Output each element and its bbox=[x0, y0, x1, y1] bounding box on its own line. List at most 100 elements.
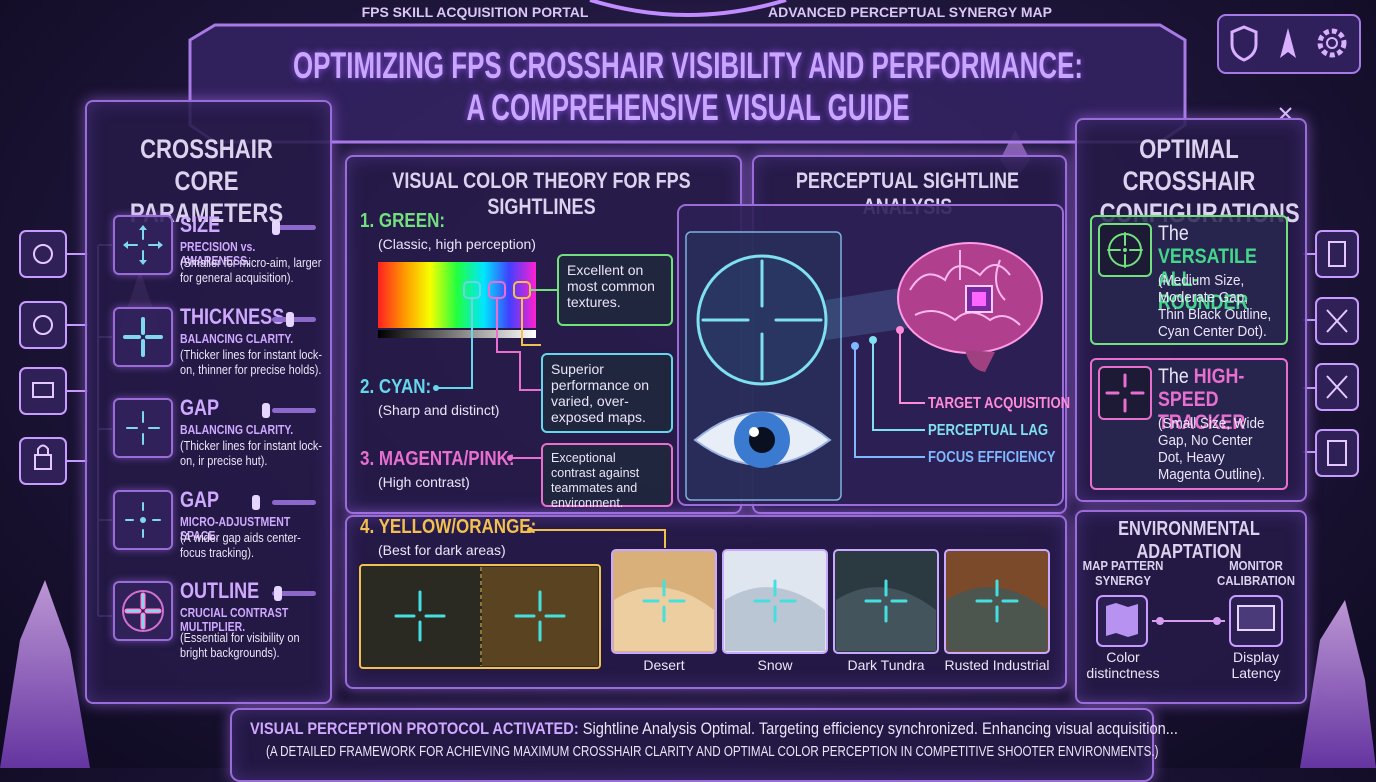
center-dot bbox=[140, 516, 146, 523]
crosshair bbox=[126, 411, 160, 445]
param-note: (Thicker lines for instant lock-on, ir p… bbox=[180, 438, 323, 468]
slider-track bbox=[272, 316, 316, 322]
framework-line: (A DETAILED FRAMEWORK FOR ACHIEVING MAXI… bbox=[266, 744, 1159, 760]
portal-label: FPS SKILL ACQUISITION PORTAL bbox=[361, 4, 589, 20]
param-glyph bbox=[125, 501, 161, 538]
callout: Superior performance on varied, over-exp… bbox=[541, 353, 673, 433]
environment-thumb bbox=[833, 549, 939, 654]
param-glyph bbox=[126, 411, 160, 445]
param-name: GAP bbox=[180, 486, 220, 512]
crystal bbox=[1300, 600, 1376, 768]
panel-title: ENVIRONMENTAL ADAPTATION bbox=[1118, 518, 1260, 563]
crosshair bbox=[394, 590, 446, 642]
status-text: Sightline Analysis Optimal. Targeting ef… bbox=[582, 719, 1178, 738]
monitor-icon bbox=[1229, 595, 1283, 647]
environment-thumb bbox=[944, 549, 1050, 654]
rank-icon[interactable] bbox=[1280, 28, 1296, 58]
config-title: The HIGH-SPEED TRACKER bbox=[1158, 365, 1269, 434]
color-label: 4. YELLOW/ORANGE: bbox=[360, 516, 537, 538]
crosshair bbox=[125, 501, 161, 538]
color-label: 2. CYAN: bbox=[360, 376, 432, 398]
center-dot bbox=[1123, 248, 1127, 252]
link-node bbox=[1156, 617, 1164, 625]
brain bbox=[897, 242, 1043, 372]
monitor-glyph bbox=[1237, 605, 1275, 631]
param-glyph bbox=[123, 316, 163, 357]
terrain bbox=[725, 587, 825, 651]
luminance-bar bbox=[378, 330, 536, 338]
status-line: VISUAL PERCEPTION PROTOCOL ACTIVATED: Si… bbox=[250, 719, 1213, 739]
terrain bbox=[947, 587, 1047, 651]
crosshair bbox=[126, 594, 160, 628]
param-name: GAP bbox=[180, 395, 220, 420]
environment-thumb bbox=[611, 549, 717, 654]
adaptation-label: MONITOR CALIBRATION bbox=[1217, 558, 1295, 588]
panel-title: VISUAL COLOR THEORY FOR FPS SIGHTLINES bbox=[392, 168, 691, 219]
config-title: The VERSATILE ALL-ROUNDER bbox=[1158, 222, 1269, 314]
param-subtitle: CRUCIAL CONTRAST MULTIPLIER. bbox=[180, 606, 289, 634]
crosshair bbox=[1105, 373, 1145, 413]
close-icon[interactable] bbox=[1279, 107, 1292, 120]
metric-label: FOCUS EFFICIENCY bbox=[928, 449, 1056, 466]
metric-label: TARGET ACQUISITION bbox=[928, 395, 1071, 412]
slider-knob bbox=[272, 220, 280, 235]
slider-track bbox=[272, 408, 316, 413]
param-name: THICKNESS bbox=[180, 303, 285, 329]
link-node bbox=[1213, 617, 1221, 625]
adaptation-label: MAP PATTERN SYNERGY bbox=[1082, 558, 1164, 588]
config-note: (Medium Size, Moderate Gap, Thin Black O… bbox=[1158, 272, 1272, 340]
crosshair bbox=[753, 579, 797, 623]
color-note: (Classic, high perception) bbox=[378, 236, 536, 252]
slider-track bbox=[272, 591, 316, 596]
crosshair bbox=[864, 579, 908, 623]
param-icon bbox=[113, 215, 173, 275]
config-glyph bbox=[1105, 373, 1145, 413]
terrain bbox=[836, 587, 936, 651]
param-subtitle: MICRO-ADJUSTMENT SPACE. bbox=[180, 514, 291, 543]
param-note: (A wider gap aids center-focus tracking)… bbox=[180, 529, 301, 560]
config-note: (Small Size, Wide Gap, No Center Dot, He… bbox=[1158, 415, 1266, 483]
status-label: VISUAL PERCEPTION PROTOCOL ACTIVATED: bbox=[250, 719, 579, 738]
param-subtitle: BALANCING CLARITY. bbox=[180, 331, 294, 346]
param-subtitle: PRECISION vs. AWARENESS. bbox=[180, 240, 256, 268]
adaptation-caption: Display Latency bbox=[1231, 649, 1281, 681]
eye bbox=[693, 411, 832, 468]
param-icon bbox=[113, 581, 173, 641]
shield-icon[interactable] bbox=[1230, 25, 1258, 62]
slider-track bbox=[272, 499, 316, 505]
slider-knob bbox=[262, 403, 270, 418]
config-name: HIGH-SPEED TRACKER bbox=[1158, 365, 1246, 434]
environment-label: Rusted Industrial bbox=[944, 657, 1050, 673]
title-line: A COMPREHENSIVE VISUAL GUIDE bbox=[466, 87, 910, 128]
map-glyph bbox=[1106, 603, 1138, 637]
crystal bbox=[0, 580, 90, 768]
color-label: 1. GREEN: bbox=[360, 210, 446, 232]
color-note: (Best for dark areas) bbox=[378, 542, 506, 558]
crosshair bbox=[975, 579, 1019, 623]
param-note: (Smaller for micro-aim, larger for gener… bbox=[180, 255, 322, 285]
sightline-beam bbox=[826, 280, 965, 340]
settings-icon-core bbox=[1326, 37, 1338, 49]
spectrum bbox=[378, 262, 536, 328]
environment-label: Dark Tundra bbox=[847, 657, 925, 673]
title-line: OPTIMIZING FPS CROSSHAIR VISIBILITY AND … bbox=[293, 45, 1083, 86]
metric-connectors bbox=[851, 326, 925, 458]
dark-area bbox=[359, 564, 601, 669]
environment-label: Desert bbox=[643, 657, 685, 673]
param-icon bbox=[113, 398, 173, 458]
param-subtitle: BALANCING CLARITY. bbox=[180, 423, 294, 437]
slider-track bbox=[272, 225, 316, 230]
settings-icon[interactable] bbox=[1317, 28, 1347, 58]
ring bbox=[122, 590, 164, 632]
terrain bbox=[614, 587, 714, 651]
adaptation-caption: Color distinctness bbox=[1086, 649, 1160, 681]
crosshair bbox=[642, 579, 686, 623]
crosshair bbox=[1107, 232, 1143, 268]
crosshair bbox=[701, 259, 823, 381]
callout: Excellent on most common textures. bbox=[557, 254, 673, 326]
crosshair bbox=[514, 590, 566, 642]
environment-label: Snow bbox=[757, 657, 793, 673]
param-glyph bbox=[123, 225, 163, 265]
